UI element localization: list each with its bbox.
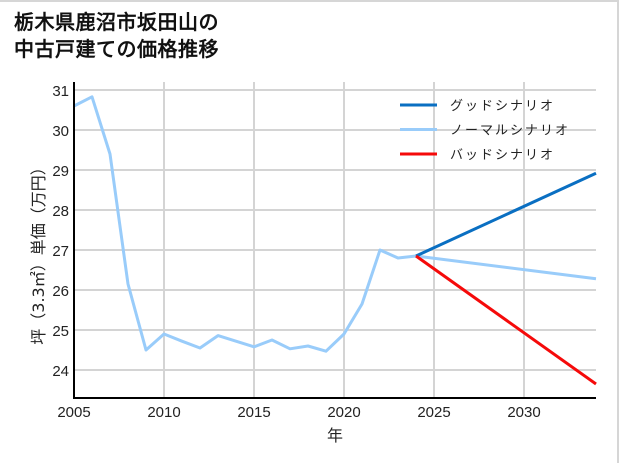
chart-title-line2: 中古戸建ての価格推移 xyxy=(14,37,219,61)
legend-label: ノーマルシナリオ xyxy=(450,124,570,139)
legend-label: グッドシナリオ xyxy=(450,99,555,114)
series-lines xyxy=(73,95,597,386)
legend-label: バッドシナリオ xyxy=(450,148,555,163)
y-axis-label: 坪（3.3㎡）単価（万円） xyxy=(29,159,48,344)
y-tick-label: 26 xyxy=(52,283,69,300)
x-tick-label: 2025 xyxy=(417,404,450,421)
y-tick-label: 25 xyxy=(52,323,69,340)
series-line-1 xyxy=(73,95,597,353)
y-tick-label: 27 xyxy=(52,243,69,260)
x-tick-label: 2015 xyxy=(237,404,270,421)
y-tick-label: 30 xyxy=(52,123,69,140)
axes xyxy=(73,82,596,399)
x-axis-label: 年 xyxy=(327,426,343,445)
y-tick-label: 28 xyxy=(52,203,69,220)
chart-title-line1: 栃木県鹿沼市坂田山の xyxy=(14,10,219,34)
series-line-0 xyxy=(415,171,597,258)
y-tick-label: 31 xyxy=(52,83,69,100)
x-tick-label: 2005 xyxy=(57,404,90,421)
y-tick-label: 24 xyxy=(52,363,69,380)
chart-title: 栃木県鹿沼市坂田山の 中古戸建ての価格推移 xyxy=(14,9,219,63)
x-tick-label: 2010 xyxy=(147,404,180,421)
x-tick-label: 2020 xyxy=(327,404,360,421)
x-tick-label: 2030 xyxy=(507,404,540,421)
y-tick-label: 29 xyxy=(52,163,69,180)
series-line-2 xyxy=(415,254,597,386)
tick-labels: 2005 2010 2015 2020 2025 2030 24 25 26 27 28 29 30 31 xyxy=(52,83,540,421)
